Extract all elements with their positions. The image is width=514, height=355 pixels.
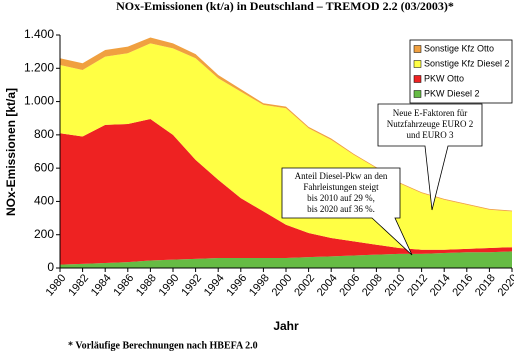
y-tick-label: 400: [34, 194, 54, 208]
legend-swatch: [413, 60, 422, 68]
x-tick-label: 2020: [496, 272, 514, 298]
legend-label: Sonstige Kfz Otto: [424, 43, 494, 53]
x-tick-label: 2002: [292, 272, 317, 298]
callout: [281, 167, 413, 256]
annotation-line: Fahrleistungen steigt: [303, 182, 379, 192]
annotation-line: Anteil Diesel-Pkw an den: [295, 171, 388, 181]
x-tick-label: 1984: [89, 272, 114, 298]
x-tick-label: 1988: [134, 272, 159, 298]
legend-box: [409, 39, 513, 104]
legend-label: PKW Otto: [424, 73, 464, 83]
chart-title: NOx-Emissionen (kt/a) in Deutschland – T…: [116, 0, 454, 13]
x-tick-label: 2008: [360, 272, 385, 298]
area: [60, 37, 512, 212]
overlay: Sonstige Kfz Otto Sonstige Kfz Diesel 2 PK…: [281, 39, 513, 256]
x-tick-label: 1980: [44, 272, 69, 298]
x-tick-label: 1994: [202, 272, 227, 298]
x-tick-label: 2012: [405, 272, 430, 298]
annotation-line: Neue E-Faktoren für: [393, 108, 467, 118]
y-tick-label: 600: [34, 160, 54, 174]
y-tick-label: 1.000: [24, 94, 54, 108]
footnote: * Vorläufige Berechnungen nach HBEFA 2.0: [68, 340, 258, 351]
legend-swatch: [413, 45, 422, 53]
annotation-line: Nutzfahrzeuge EURO 2: [387, 119, 473, 129]
annotation-line: bis 2010 auf 29 %,: [307, 193, 375, 203]
x-tick-label: 1992: [179, 272, 204, 298]
legend-label: PKW Diesel 2: [424, 88, 480, 98]
x-tick-label: 2000: [270, 272, 295, 298]
area: [60, 119, 512, 265]
y-tick-label: 0: [47, 260, 54, 274]
x-axis-title: Jahr: [273, 319, 299, 333]
x-tick-label: 2016: [450, 272, 475, 298]
y-tick-label: 1.200: [24, 60, 54, 74]
x-tick-label: 1998: [247, 272, 272, 298]
area: [60, 251, 512, 268]
callout: [377, 103, 483, 211]
x-tick-label: 2014: [428, 272, 453, 298]
x-tick-label: 1996: [224, 272, 249, 298]
x-tick-label: 2004: [315, 272, 340, 298]
annotation-line: und EURO 3: [407, 130, 454, 140]
x-tick-label: 2018: [473, 272, 498, 298]
y-tick-label: 200: [34, 227, 54, 241]
y-axis-title: NOx-Emissionen [kt/a]: [4, 88, 18, 216]
x-tick-label: 2006: [337, 272, 362, 298]
x-tick-label: 1982: [66, 272, 91, 298]
legend-swatch: [413, 75, 422, 83]
x-tick-label: 1986: [111, 272, 136, 298]
y-tick-label: 1.400: [24, 27, 54, 41]
legend-label: Sonstige Kfz Diesel 2: [424, 58, 510, 68]
annotation-line: bis 2020 auf 36 %.: [307, 204, 375, 214]
x-tick-label: 2010: [383, 272, 408, 298]
legend-swatch: [413, 90, 422, 98]
y-tick-label: 800: [34, 127, 54, 141]
x-tick-label: 1990: [157, 272, 182, 298]
